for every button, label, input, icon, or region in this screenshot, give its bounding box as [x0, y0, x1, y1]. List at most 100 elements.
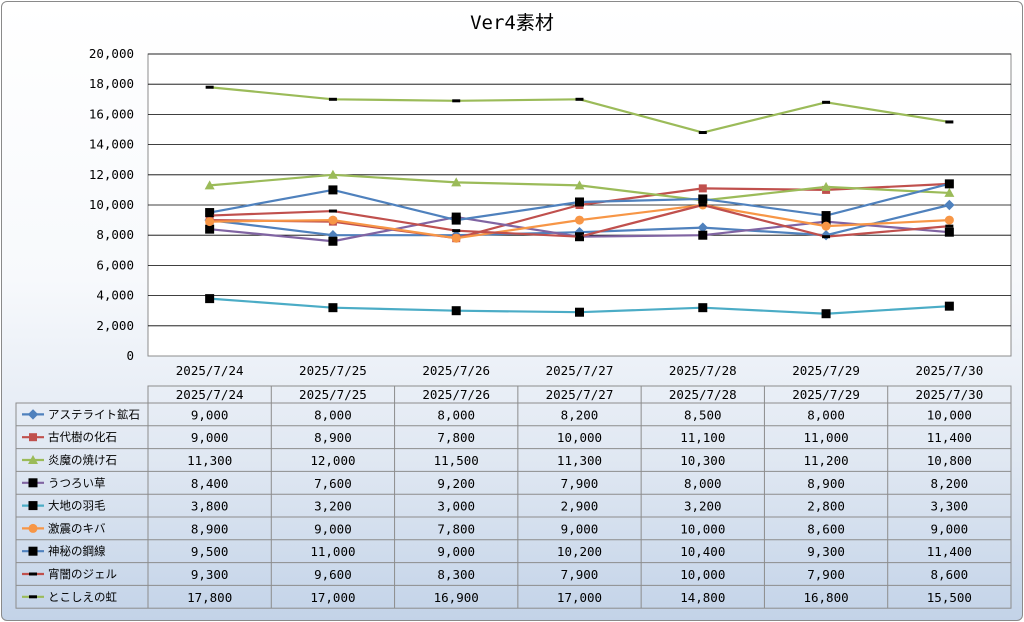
data-point — [452, 229, 461, 233]
table-cell: 11,000 — [803, 430, 848, 445]
data-point — [821, 221, 831, 231]
data-point — [328, 97, 337, 101]
table-cell: 10,000 — [680, 521, 725, 536]
table-row-label: 神秘の鋼線 — [48, 544, 106, 558]
data-point — [328, 236, 338, 246]
table-cell: 11,000 — [310, 544, 355, 559]
table-cell: 2,900 — [561, 499, 599, 514]
table-cell: 3,300 — [931, 499, 969, 514]
table-cell: 17,000 — [310, 590, 355, 605]
data-point — [574, 180, 585, 190]
table-cell: 9,600 — [314, 567, 352, 582]
data-point — [328, 303, 338, 313]
table-cell: 8,200 — [931, 476, 969, 491]
legend-marker — [29, 433, 37, 442]
table-cell: 8,400 — [191, 476, 229, 491]
table-cell: 9,300 — [191, 567, 229, 582]
table-cell: 10,400 — [680, 544, 725, 559]
x-tick-label: 2025/7/26 — [422, 363, 490, 378]
table-row-label: 大地の羽毛 — [48, 499, 106, 513]
y-tick-label: 10,000 — [89, 197, 134, 212]
table-cell: 10,200 — [557, 544, 602, 559]
y-tick-label: 14,000 — [89, 137, 134, 152]
table-cell: 9,000 — [561, 521, 599, 536]
data-point — [328, 209, 337, 213]
data-point — [698, 230, 708, 240]
legend-marker — [29, 595, 37, 599]
table-cell: 7,600 — [314, 476, 352, 491]
table-row-label: 宵闇のジェル — [48, 567, 117, 581]
table-cell: 10,000 — [680, 567, 725, 582]
data-point — [205, 85, 214, 89]
table-cell: 9,300 — [807, 544, 845, 559]
data-point — [944, 227, 954, 237]
data-point — [944, 187, 955, 197]
x-tick-label: 2025/7/28 — [669, 363, 737, 378]
data-point — [945, 120, 954, 124]
data-point — [575, 215, 584, 225]
y-tick-label: 0 — [126, 348, 134, 363]
data-point — [205, 208, 215, 218]
table-cell: 8,300 — [437, 567, 475, 582]
data-point — [575, 235, 584, 239]
table-cell: 3,200 — [684, 499, 722, 514]
x-tick-label: 2025/7/30 — [915, 363, 983, 378]
table-row-label: 古代樹の化石 — [48, 430, 117, 444]
table-cell: 8,600 — [931, 567, 969, 582]
table-cell: 11,300 — [187, 453, 232, 468]
table-cell: 9,500 — [191, 544, 229, 559]
data-point — [822, 100, 831, 104]
table-cell: 16,900 — [434, 590, 479, 605]
y-tick-label: 8,000 — [96, 227, 134, 242]
table-header-cell: 2025/7/27 — [546, 387, 614, 402]
data-point — [451, 233, 461, 243]
data-point — [944, 215, 954, 225]
data-point — [204, 180, 215, 190]
data-point — [205, 294, 215, 304]
data-point — [821, 181, 832, 191]
data-point — [575, 97, 584, 101]
table-cell: 8,600 — [807, 521, 845, 536]
table-cell: 8,900 — [807, 476, 845, 491]
legend-marker — [27, 409, 39, 420]
table-cell: 7,900 — [561, 476, 599, 491]
table-header-cell: 2025/7/30 — [915, 387, 983, 402]
table-cell: 8,000 — [684, 476, 722, 491]
table-row-label: 激震のキバ — [48, 521, 106, 535]
x-tick-label: 2025/7/27 — [546, 363, 614, 378]
table-header-cell: 2025/7/24 — [176, 387, 244, 402]
table-cell: 9,000 — [191, 407, 229, 422]
table-cell: 8,000 — [807, 407, 845, 422]
table-cell: 9,000 — [191, 430, 229, 445]
table-cell: 7,800 — [437, 430, 475, 445]
table-cell: 14,800 — [680, 590, 725, 605]
data-point — [328, 215, 338, 225]
y-tick-label: 6,000 — [96, 257, 134, 272]
data-point — [944, 199, 955, 211]
table-cell: 8,200 — [561, 407, 599, 422]
data-point — [821, 309, 831, 319]
legend-marker — [28, 523, 38, 533]
data-point — [944, 301, 954, 311]
data-point — [698, 131, 707, 135]
table-cell: 10,800 — [927, 453, 972, 468]
table-cell: 7,900 — [561, 567, 599, 582]
table-header-cell: 2025/7/29 — [792, 387, 860, 402]
data-point — [698, 184, 707, 193]
y-tick-label: 12,000 — [89, 167, 134, 182]
table-cell: 9,000 — [314, 521, 352, 536]
table-cell: 8,900 — [191, 521, 229, 536]
legend-marker — [29, 572, 37, 576]
table-body — [15, 402, 1012, 609]
data-point — [575, 197, 584, 207]
table-cell: 3,000 — [437, 499, 475, 514]
data-point — [205, 217, 215, 227]
y-tick-label: 20,000 — [89, 46, 134, 61]
data-point — [944, 179, 954, 189]
table-cell: 15,500 — [927, 590, 972, 605]
y-tick-label: 2,000 — [96, 318, 134, 333]
data-point — [327, 169, 338, 179]
table-cell: 9,200 — [437, 476, 475, 491]
table-cell: 16,800 — [803, 590, 848, 605]
